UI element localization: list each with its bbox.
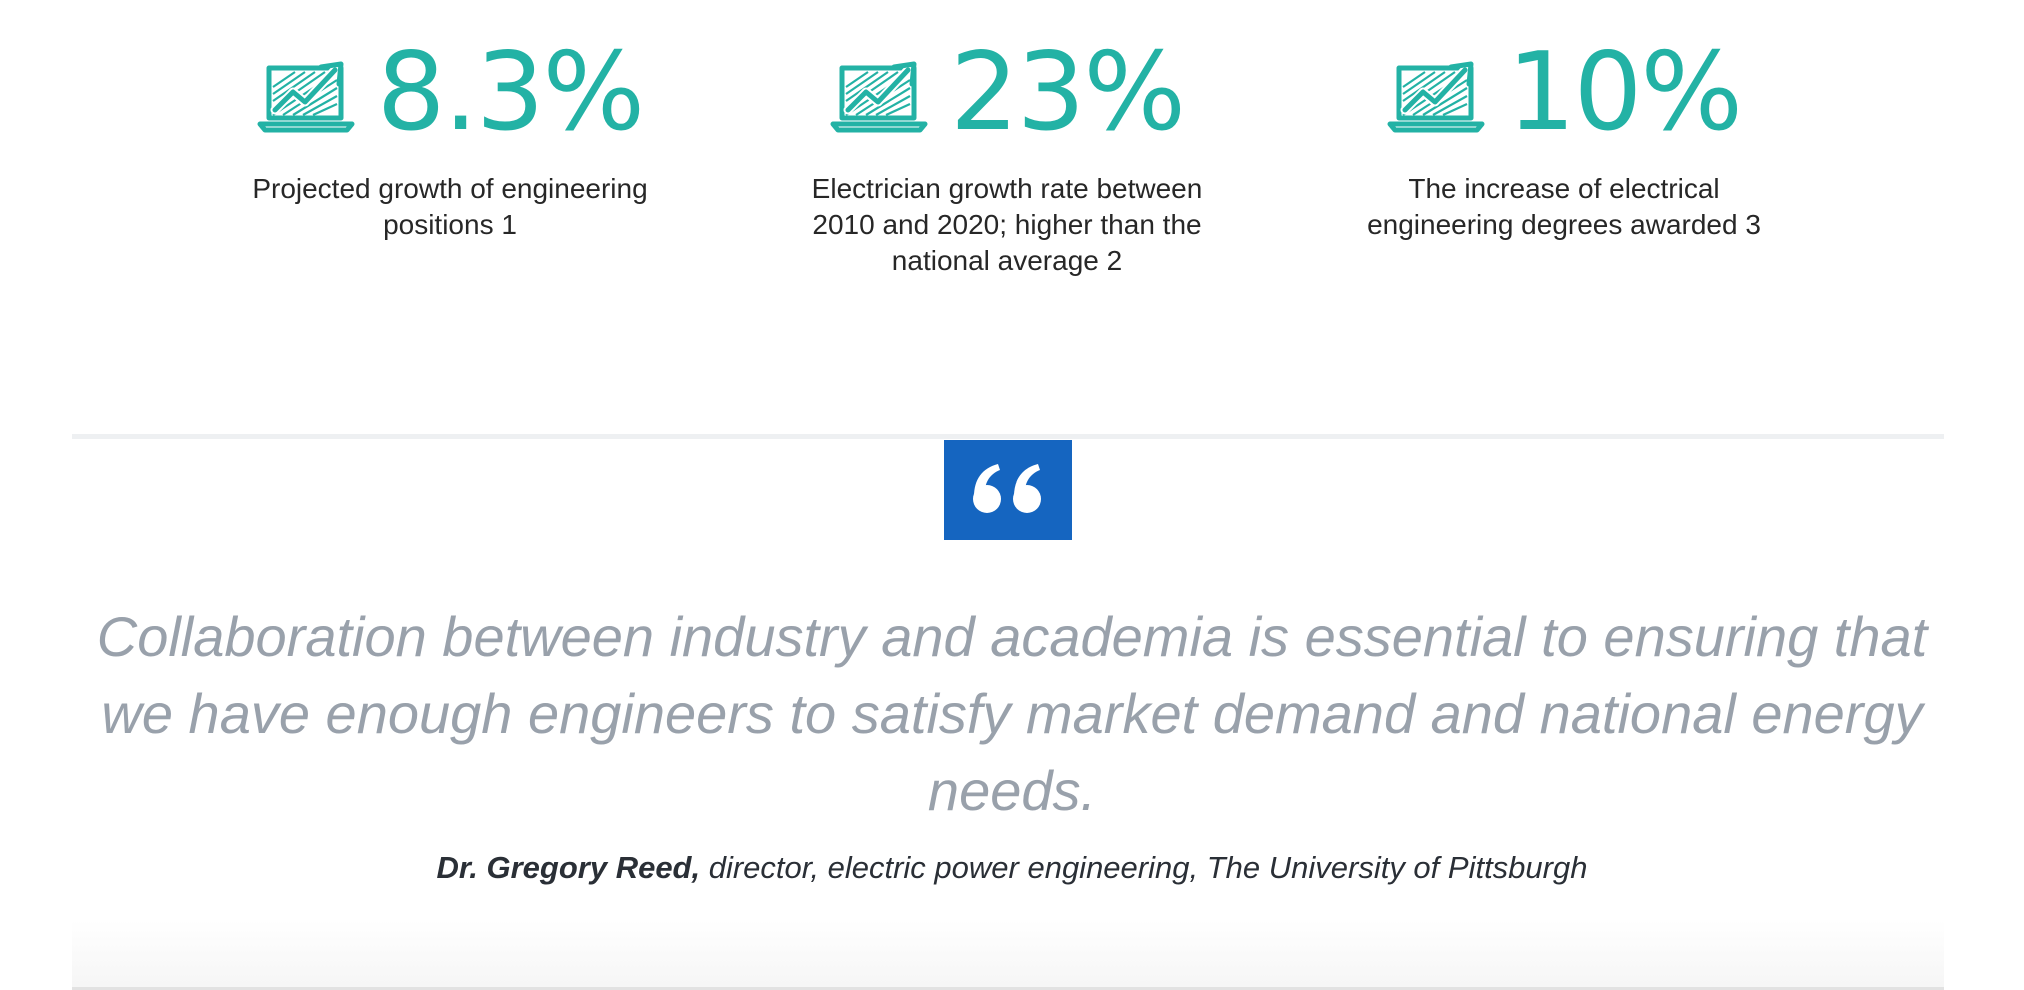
laptop-growth-chart-icon <box>1387 61 1485 132</box>
stat-header: 10% <box>1334 0 1794 185</box>
stat-caption: The increase of electrical engineering d… <box>1367 173 1761 240</box>
stat-block-electrical-degrees: 10% The increase of electrical engineeri… <box>1334 0 1794 243</box>
stat-caption: Electrician growth rate between 2010 and… <box>811 173 1203 276</box>
quote-mark-badge <box>944 440 1072 540</box>
stat-value: 23% <box>949 29 1186 155</box>
stat-header: 8.3% <box>220 0 680 185</box>
quote-author-name: Dr. Gregory Reed, <box>436 850 701 885</box>
laptop-growth-chart-icon <box>830 61 928 132</box>
stat-value: 10% <box>1506 29 1743 155</box>
laptop-growth-chart-icon <box>257 61 355 132</box>
stat-caption: Projected growth of engineering position… <box>252 173 648 240</box>
stat-block-engineering-positions: 8.3% Projected growth of engineering pos… <box>220 0 680 243</box>
quotation-mark-icon <box>973 464 1041 513</box>
quote-author-title: director, electric power engineering, Th… <box>700 850 1588 885</box>
stat-block-electrician-growth: 23% Electrician growth rate between 2010… <box>777 0 1237 279</box>
pull-quote-text: Collaboration between industry and acade… <box>96 605 1928 822</box>
stat-header: 23% <box>777 0 1237 185</box>
section-divider-bottom <box>72 987 1944 990</box>
section-divider <box>72 434 1944 439</box>
quote-attribution: Dr. Gregory Reed, director, electric pow… <box>0 848 2024 888</box>
stat-value: 8.3% <box>376 29 645 155</box>
section-shadow <box>72 920 1944 988</box>
